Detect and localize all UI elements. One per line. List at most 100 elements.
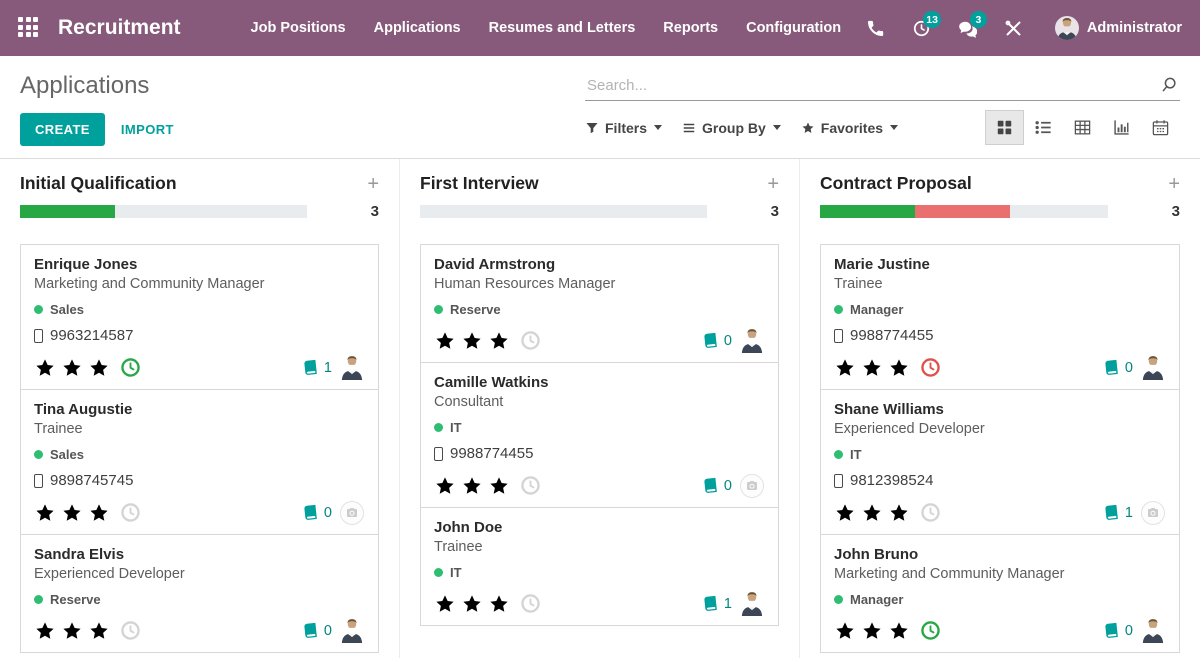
view-switcher <box>985 110 1180 145</box>
tag: Manager <box>834 592 1166 607</box>
kanban-card[interactable]: John Bruno Marketing and Community Manag… <box>820 534 1180 653</box>
import-button[interactable]: IMPORT <box>120 122 174 137</box>
star-icon <box>463 594 481 612</box>
create-button[interactable]: CREATE <box>20 113 105 146</box>
tag: Sales <box>34 302 365 317</box>
column-title: Contract Proposal <box>820 173 972 193</box>
camera-placeholder-icon <box>1141 500 1165 525</box>
kanban-card[interactable]: John Doe Trainee IT 1 <box>420 507 779 626</box>
kanban-view-button[interactable] <box>985 110 1024 145</box>
tag-dot <box>434 423 443 432</box>
progress-blocked-segment[interactable] <box>915 205 1011 218</box>
mobile-icon <box>834 473 843 488</box>
tag-label: IT <box>850 447 862 462</box>
priority-stars[interactable] <box>434 330 510 352</box>
kanban-card[interactable]: Sandra Elvis Experienced Developer Reser… <box>20 534 379 653</box>
column-title: First Interview <box>420 173 539 193</box>
priority-stars[interactable] <box>834 620 910 642</box>
search-box <box>585 66 1180 101</box>
menu-item-configuration[interactable]: Configuration <box>746 20 842 36</box>
action-buttons: CREATE IMPORT <box>20 101 585 158</box>
column-progressbar[interactable] <box>420 205 707 218</box>
pivot-view-button[interactable] <box>1063 110 1102 145</box>
group-by-dropdown[interactable]: Group By <box>682 120 781 136</box>
activity-clock-icon[interactable] <box>520 475 541 496</box>
activity-clock-icon[interactable] <box>920 502 941 523</box>
list-view-button[interactable] <box>1024 110 1063 145</box>
priority-stars[interactable] <box>34 357 110 379</box>
activity-clock-icon[interactable] <box>520 593 541 614</box>
star-icon <box>436 331 454 349</box>
activity-clock-icon[interactable] <box>920 620 941 641</box>
applicant-avatar[interactable] <box>739 327 765 354</box>
favorites-dropdown[interactable]: Favorites <box>801 120 899 136</box>
app-title[interactable]: Recruitment <box>58 16 181 39</box>
tag-label: Reserve <box>450 302 501 317</box>
activity-clock-icon[interactable] <box>520 330 541 351</box>
kanban-card[interactable]: Marie Justine Trainee Manager 9988774455… <box>820 244 1180 390</box>
star-icon <box>863 503 881 521</box>
main-menu: Job Positions Applications Resumes and L… <box>237 11 856 45</box>
kanban-card[interactable]: Tina Augustie Trainee Sales 9898745745 0 <box>20 389 379 535</box>
add-record-button[interactable]: + <box>367 172 379 195</box>
kanban-column-initial-qualification: Initial Qualification + 3 Enrique Jones … <box>0 159 400 658</box>
kanban-card[interactable]: Camille Watkins Consultant IT 9988774455… <box>420 362 779 508</box>
user-menu[interactable]: Administrator <box>1054 16 1182 40</box>
priority-stars[interactable] <box>434 593 510 615</box>
messages-chat-icon[interactable]: 3 <box>949 10 987 46</box>
messages-book-icon <box>1105 622 1118 639</box>
activity-clock-icon[interactable] <box>920 357 941 378</box>
applicant-avatar[interactable] <box>1140 499 1166 526</box>
column-progressbar[interactable] <box>820 205 1108 218</box>
applicant-avatar[interactable] <box>739 472 765 499</box>
add-record-button[interactable]: + <box>1168 172 1180 195</box>
search-input[interactable] <box>585 72 1180 101</box>
activity-clock-icon[interactable] <box>120 502 141 523</box>
applicant-avatar[interactable] <box>339 354 365 381</box>
applied-job: Human Resources Manager <box>434 276 616 292</box>
column-record-count: 3 <box>1171 203 1180 220</box>
kanban-card[interactable]: Shane Williams Experienced Developer IT … <box>820 389 1180 535</box>
menu-item-reports[interactable]: Reports <box>663 20 719 36</box>
menu-item-job-positions[interactable]: Job Positions <box>250 20 346 36</box>
priority-stars[interactable] <box>834 357 910 379</box>
search-icon[interactable] <box>1160 76 1178 94</box>
applicant-avatar[interactable] <box>1140 617 1166 644</box>
user-avatar <box>1054 16 1079 40</box>
kanban-card[interactable]: Enrique Jones Marketing and Community Ma… <box>20 244 379 390</box>
priority-stars[interactable] <box>434 475 510 497</box>
activity-clock-icon[interactable] <box>120 357 141 378</box>
star-icon <box>836 621 854 639</box>
applicant-avatar[interactable] <box>339 617 365 644</box>
messages-book-icon <box>304 622 317 639</box>
add-record-button[interactable]: + <box>767 172 779 195</box>
progress-success-segment[interactable] <box>20 205 115 218</box>
camera-placeholder-icon <box>740 473 764 498</box>
menu-item-applications[interactable]: Applications <box>373 20 461 36</box>
priority-stars[interactable] <box>834 502 910 524</box>
phone-icon[interactable] <box>857 10 895 46</box>
priority-stars[interactable] <box>34 502 110 524</box>
kanban-card[interactable]: David Armstrong Human Resources Manager … <box>420 244 779 363</box>
menu-item-resumes-letters[interactable]: Resumes and Letters <box>488 20 636 36</box>
kanban-column-first-interview: First Interview + 3 David Armstrong Huma… <box>400 159 800 658</box>
applicant-avatar[interactable] <box>339 499 365 526</box>
column-record-count: 3 <box>370 203 379 220</box>
filters-dropdown[interactable]: Filters <box>585 120 663 136</box>
tag-dot <box>434 305 443 314</box>
messages-book-icon <box>704 595 717 612</box>
progress-success-segment[interactable] <box>820 205 916 218</box>
calendar-view-button[interactable] <box>1141 110 1180 145</box>
applicant-avatar[interactable] <box>739 590 765 617</box>
applicant-avatar[interactable] <box>1140 354 1166 381</box>
tag: Reserve <box>434 302 765 317</box>
activity-clock-icon[interactable] <box>120 620 141 641</box>
applicant-name: Sandra Elvis <box>34 546 125 563</box>
priority-stars[interactable] <box>34 620 110 642</box>
graph-view-button[interactable] <box>1102 110 1141 145</box>
column-progressbar[interactable] <box>20 205 307 218</box>
tools-icon[interactable] <box>995 10 1033 46</box>
activities-clock-icon[interactable]: 13 <box>903 10 941 46</box>
applied-job: Experienced Developer <box>834 421 985 437</box>
apps-menu-icon[interactable] <box>18 17 40 39</box>
